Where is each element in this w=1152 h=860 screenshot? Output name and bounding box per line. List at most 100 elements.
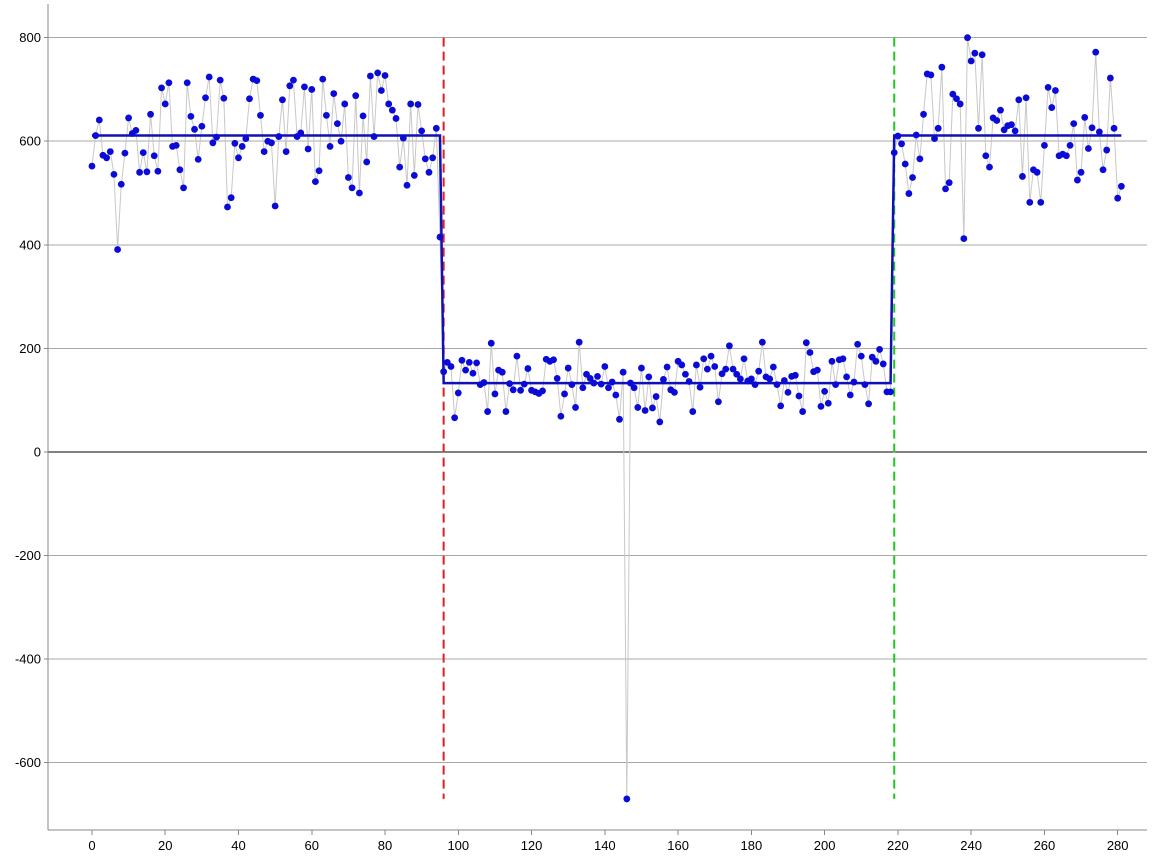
data-point xyxy=(1037,198,1045,206)
data-point xyxy=(630,384,638,392)
data-point xyxy=(359,112,367,120)
data-point xyxy=(381,72,389,79)
data-point xyxy=(795,392,803,400)
data-point xyxy=(432,124,440,132)
data-point xyxy=(799,408,807,415)
data-point xyxy=(733,370,741,378)
data-point xyxy=(242,135,250,143)
data-point xyxy=(909,174,916,181)
data-point xyxy=(319,75,327,83)
data-point xyxy=(301,83,308,91)
data-point xyxy=(396,163,404,171)
data-point xyxy=(876,346,883,353)
y-tick-label: 400 xyxy=(19,237,41,252)
data-point xyxy=(132,126,140,134)
y-tick-label: 800 xyxy=(19,30,41,45)
data-points xyxy=(88,34,1125,803)
data-point xyxy=(1081,114,1089,121)
data-point xyxy=(901,160,909,168)
data-point xyxy=(110,170,118,178)
data-point xyxy=(355,189,363,197)
data-point xyxy=(978,51,986,59)
x-tick-label: 40 xyxy=(231,838,245,853)
data-point xyxy=(960,235,968,242)
data-point xyxy=(561,390,568,398)
data-point xyxy=(187,112,195,120)
data-point xyxy=(297,129,305,137)
data-point xyxy=(1088,124,1096,132)
data-point xyxy=(1070,120,1078,128)
data-point xyxy=(205,73,213,81)
data-point xyxy=(887,388,894,396)
x-tick-label: 60 xyxy=(305,838,319,853)
data-point xyxy=(414,101,422,108)
data-point xyxy=(363,158,371,166)
data-point xyxy=(1095,128,1103,136)
data-point xyxy=(616,415,623,423)
data-point xyxy=(1103,146,1111,154)
data-point xyxy=(964,34,971,42)
data-point xyxy=(458,356,466,364)
data-point xyxy=(740,355,748,363)
data-point xyxy=(121,149,129,157)
data-point xyxy=(777,402,785,410)
data-point xyxy=(645,373,653,381)
data-point xyxy=(725,342,733,350)
axes xyxy=(47,4,1147,831)
data-point xyxy=(949,90,957,98)
data-point xyxy=(879,360,887,368)
data-point xyxy=(191,125,198,133)
data-point xyxy=(986,163,993,171)
data-point xyxy=(213,133,220,141)
data-point xyxy=(348,184,356,192)
data-point xyxy=(806,349,814,356)
data-point xyxy=(279,96,286,104)
data-point xyxy=(821,387,829,395)
data-point xyxy=(586,375,594,382)
data-point xyxy=(491,390,499,398)
data-point xyxy=(857,352,865,360)
data-point xyxy=(824,399,832,407)
data-point xyxy=(418,127,426,135)
data-point xyxy=(769,363,777,371)
data-point xyxy=(938,63,946,71)
data-point xyxy=(92,132,100,139)
data-point xyxy=(403,181,411,189)
data-point xyxy=(315,167,323,175)
grid-lines xyxy=(48,37,1147,764)
data-point xyxy=(608,378,616,386)
data-point xyxy=(758,338,766,346)
data-point xyxy=(95,116,103,124)
data-point xyxy=(780,377,788,384)
data-point xyxy=(993,117,1001,124)
data-point xyxy=(224,203,231,211)
x-tick-label: 240 xyxy=(960,838,982,853)
data-point xyxy=(1077,168,1085,176)
data-point xyxy=(572,404,579,411)
data-point xyxy=(865,400,872,408)
data-point xyxy=(747,375,755,383)
data-point xyxy=(469,369,477,377)
data-point xyxy=(854,340,861,348)
data-point xyxy=(447,363,455,370)
data-point xyxy=(971,49,979,57)
data-point xyxy=(158,84,165,92)
changepoint-lines xyxy=(442,37,896,799)
data-point xyxy=(337,137,345,145)
data-point xyxy=(894,132,902,140)
data-point xyxy=(506,380,513,387)
data-point xyxy=(678,361,686,369)
data-point xyxy=(997,106,1004,114)
data-point xyxy=(1015,96,1023,104)
series-connector xyxy=(91,37,1122,799)
data-point xyxy=(722,365,730,373)
data-point xyxy=(843,373,851,381)
data-point xyxy=(520,380,528,388)
y-tick-label: -600 xyxy=(15,755,41,770)
data-point xyxy=(106,148,114,155)
data-point xyxy=(344,174,352,181)
data-point xyxy=(934,124,942,132)
x-tick-label: 220 xyxy=(887,838,909,853)
data-point xyxy=(766,375,774,383)
data-point xyxy=(1048,104,1056,111)
